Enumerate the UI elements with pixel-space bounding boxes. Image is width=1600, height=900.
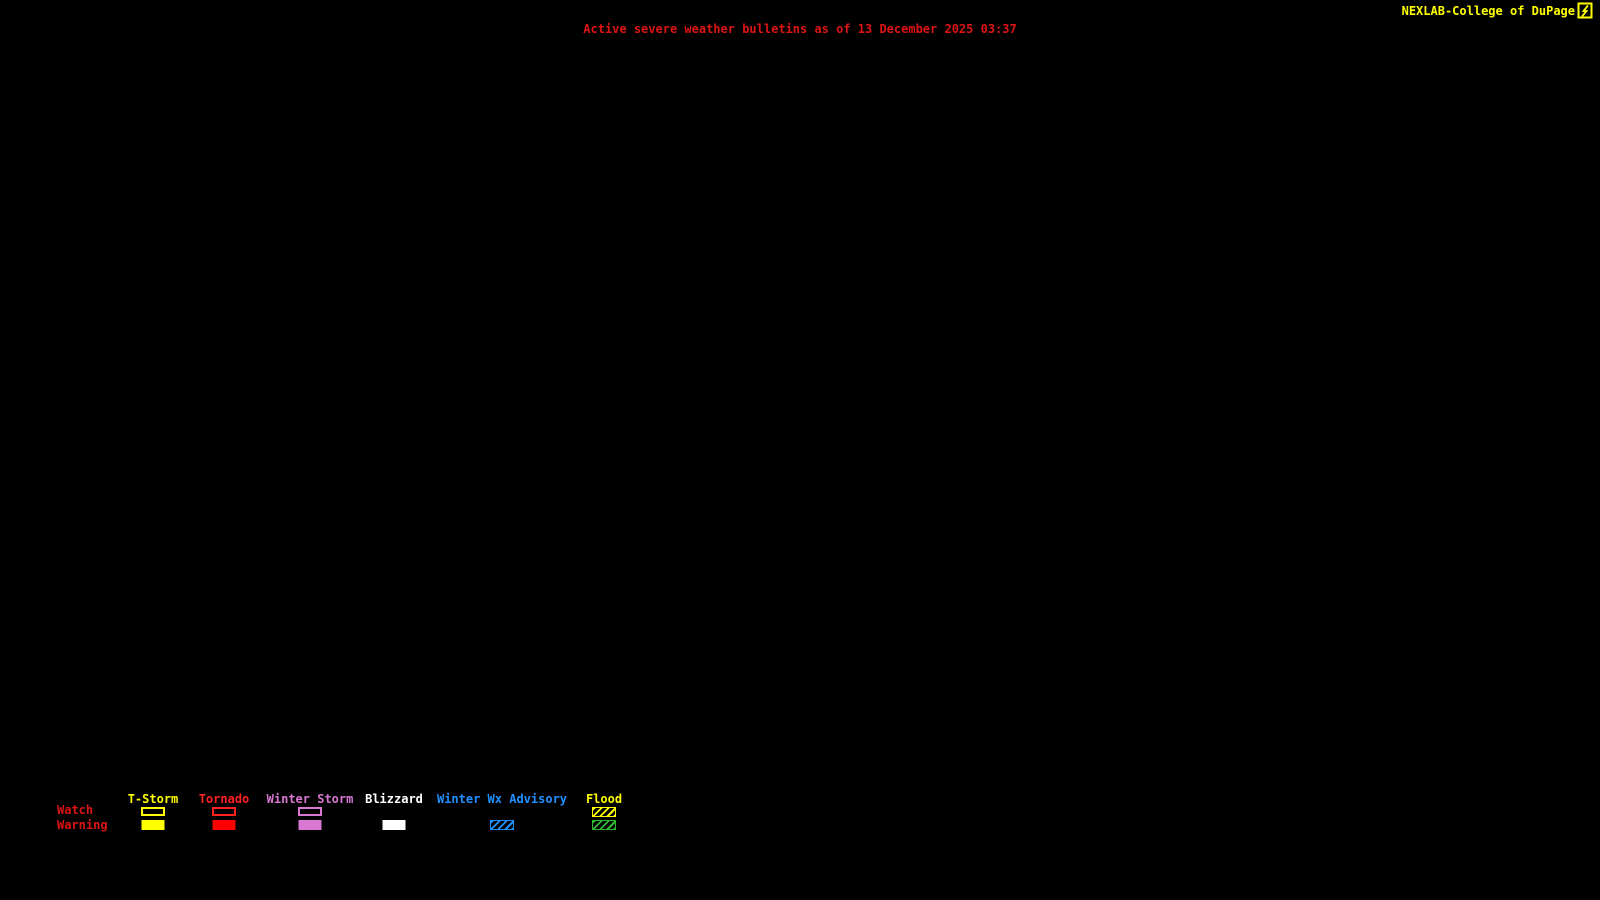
legend-label-blizzard: Blizzard: [365, 792, 423, 806]
legend-swatch-t-storm-watch: [141, 807, 165, 816]
legend-swatch-winter-storm-warning: [298, 820, 322, 830]
legend-swatch-tornado-watch: [212, 807, 236, 816]
legend-label-winter-wx-advisory: Winter Wx Advisory: [436, 792, 568, 806]
legend-swatch-t-storm-warning: [141, 820, 165, 830]
bolt-box-icon: [1577, 2, 1593, 19]
credit-text: NEXLAB-College of DuPage: [1401, 4, 1575, 18]
legend-label-winter-storm: Winter Storm: [266, 792, 354, 806]
legend-swatch-flood-watch: [592, 807, 616, 817]
legend-label-tornado: Tornado: [198, 792, 250, 806]
bulletin-title: Active severe weather bulletins as of 13…: [583, 22, 1017, 36]
legend-swatch-blizzard-warning: [382, 820, 406, 830]
legend-label-flood: Flood: [585, 792, 623, 806]
legend-swatch-tornado-warning: [212, 820, 236, 830]
legend-row-label-watch: Watch: [57, 803, 94, 817]
legend-swatch-winter-storm-watch: [298, 807, 322, 816]
legend-row-label-warning: Warning: [57, 818, 108, 832]
legend-label-t-storm: T-Storm: [127, 792, 179, 806]
legend-swatch-winter-wx-advisory-warning: [490, 820, 514, 830]
legend-swatch-flood-warning: [592, 820, 616, 830]
